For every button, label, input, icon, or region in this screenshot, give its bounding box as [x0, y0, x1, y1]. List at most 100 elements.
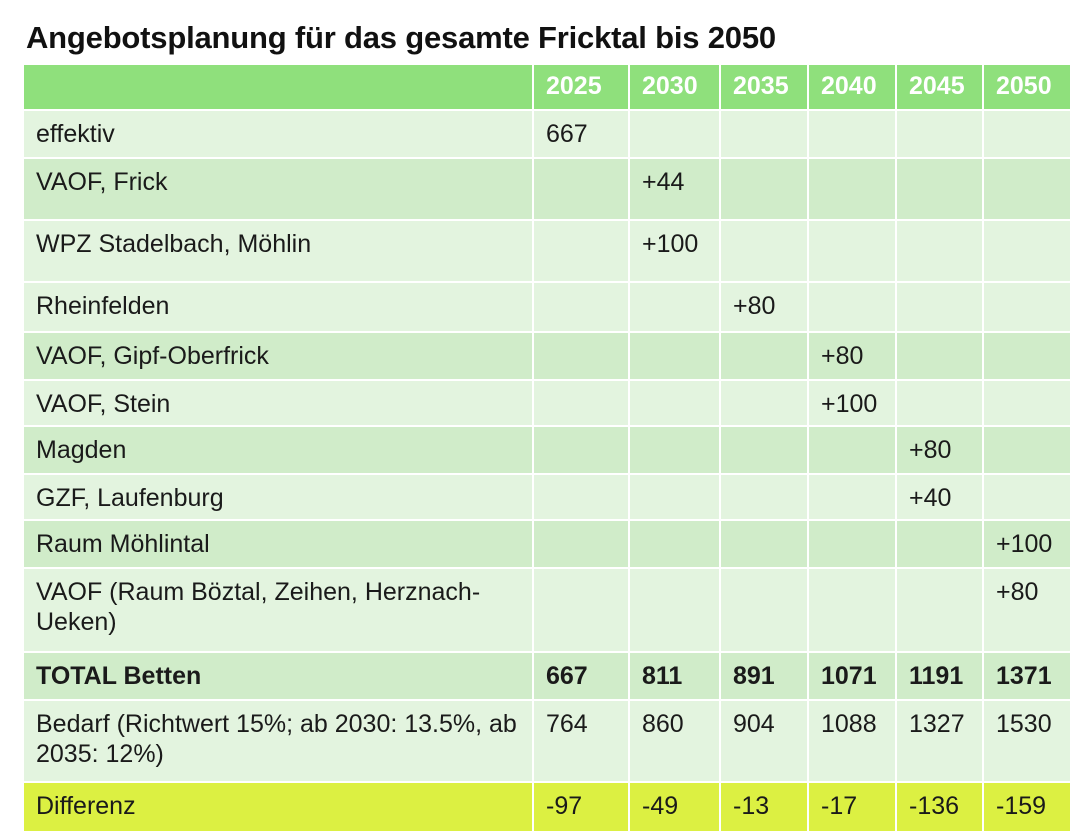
table-cell — [719, 331, 809, 381]
table-cell — [895, 281, 984, 333]
table-cell — [807, 219, 897, 283]
table-cell — [807, 157, 897, 221]
table-cell — [895, 109, 984, 159]
table-cell — [532, 219, 630, 283]
table-cell: 1071 — [807, 651, 897, 701]
table-row: Bedarf (Richtwert 15%; ab 2030: 13.5%, a… — [22, 699, 1072, 783]
table-cell — [719, 567, 809, 653]
table-cell: 667 — [532, 651, 630, 701]
table-cell — [628, 473, 721, 521]
table-cell — [807, 519, 897, 569]
table-cell — [628, 425, 721, 475]
table-cell: +100 — [628, 219, 721, 283]
difference-row: Differenz -97 -49 -13 -17 -136 -159 — [22, 781, 1072, 833]
row-label: VAOF, Frick — [22, 157, 534, 221]
table-cell — [807, 473, 897, 521]
table-cell — [719, 473, 809, 521]
table-cell — [982, 379, 1072, 427]
table-cell — [807, 109, 897, 159]
table-cell — [807, 567, 897, 653]
table-cell: 1088 — [807, 699, 897, 783]
table-cell: -136 — [895, 781, 984, 833]
table-cell — [719, 379, 809, 427]
table-cell — [628, 281, 721, 333]
table-cell — [719, 425, 809, 475]
table-cell — [982, 473, 1072, 521]
planning-table: 2025 2030 2035 2040 2045 2050 effektiv 6… — [22, 63, 1072, 833]
row-label: VAOF (Raum Böztal, Zeihen, Herznach-Ueke… — [22, 567, 534, 653]
table-cell — [719, 219, 809, 283]
table-cell — [895, 219, 984, 283]
table-cell — [895, 157, 984, 221]
table-cell — [982, 331, 1072, 381]
table-header-row: 2025 2030 2035 2040 2045 2050 — [22, 63, 1072, 111]
table-cell — [895, 567, 984, 653]
table-cell — [532, 425, 630, 475]
table-cell — [807, 425, 897, 475]
table-cell: +44 — [628, 157, 721, 221]
table-cell: +80 — [895, 425, 984, 475]
table-cell — [532, 331, 630, 381]
table-row: VAOF, Frick +44 — [22, 157, 1072, 221]
table-cell: 1327 — [895, 699, 984, 783]
table-cell — [628, 519, 721, 569]
table-cell: -13 — [719, 781, 809, 833]
table-cell — [982, 219, 1072, 283]
table-cell: +100 — [807, 379, 897, 427]
table-cell — [895, 519, 984, 569]
table-cell: 667 — [532, 109, 630, 159]
table-row: effektiv 667 — [22, 109, 1072, 159]
table-cell: -17 — [807, 781, 897, 833]
header-cell-2030: 2030 — [628, 63, 721, 111]
table-cell — [628, 379, 721, 427]
table-cell — [628, 567, 721, 653]
table-row: Magden +80 — [22, 425, 1072, 475]
table-cell: +80 — [719, 281, 809, 333]
row-label: Bedarf (Richtwert 15%; ab 2030: 13.5%, a… — [22, 699, 534, 783]
row-label: effektiv — [22, 109, 534, 159]
table-cell: 1530 — [982, 699, 1072, 783]
table-cell: 891 — [719, 651, 809, 701]
table-cell — [532, 473, 630, 521]
table-cell — [532, 281, 630, 333]
table-row: GZF, Laufenburg +40 — [22, 473, 1072, 521]
table-cell: +80 — [982, 567, 1072, 653]
row-label: Differenz — [22, 781, 534, 833]
header-cell-2035: 2035 — [719, 63, 809, 111]
table-cell: 904 — [719, 699, 809, 783]
table-cell — [719, 109, 809, 159]
table-cell — [895, 379, 984, 427]
table-row: Raum Möhlintal +100 — [22, 519, 1072, 569]
table-cell — [628, 331, 721, 381]
table-cell: -97 — [532, 781, 630, 833]
row-label: Raum Möhlintal — [22, 519, 534, 569]
header-cell-2040: 2040 — [807, 63, 897, 111]
table-cell — [532, 157, 630, 221]
table-cell — [895, 331, 984, 381]
total-row: TOTAL Betten 667 811 891 1071 1191 1371 — [22, 651, 1072, 701]
table-cell: +100 — [982, 519, 1072, 569]
table-cell — [807, 281, 897, 333]
row-label: VAOF, Stein — [22, 379, 534, 427]
table-row: VAOF (Raum Böztal, Zeihen, Herznach-Ueke… — [22, 567, 1072, 653]
header-cell-2025: 2025 — [532, 63, 630, 111]
table-cell — [532, 567, 630, 653]
row-label: VAOF, Gipf-Oberfrick — [22, 331, 534, 381]
table-cell: 1371 — [982, 651, 1072, 701]
table-row: Rheinfelden +80 — [22, 281, 1072, 333]
table-row: VAOF, Stein +100 — [22, 379, 1072, 427]
table-cell — [982, 157, 1072, 221]
table-cell — [532, 379, 630, 427]
table-cell — [982, 281, 1072, 333]
row-label: Magden — [22, 425, 534, 475]
row-label: TOTAL Betten — [22, 651, 534, 701]
table-cell: 1191 — [895, 651, 984, 701]
table-cell — [982, 109, 1072, 159]
table-cell — [982, 425, 1072, 475]
page-title: Angebotsplanung für das gesamte Fricktal… — [26, 20, 776, 55]
table-cell — [532, 519, 630, 569]
table-cell — [719, 519, 809, 569]
row-label: Rheinfelden — [22, 281, 534, 333]
header-cell-2050: 2050 — [982, 63, 1072, 111]
table-cell: +80 — [807, 331, 897, 381]
